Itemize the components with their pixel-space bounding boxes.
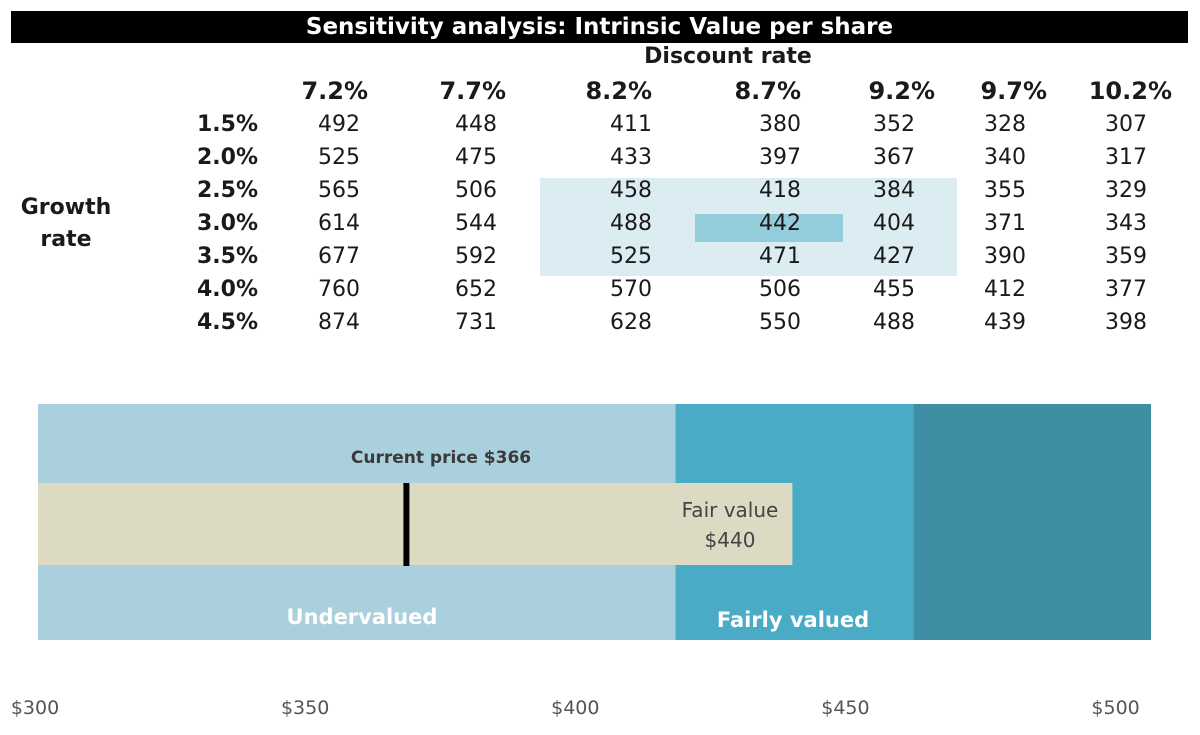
value-cell: 442 [759, 211, 801, 236]
discount-rate-header: 7.2% [301, 77, 368, 105]
value-cell: 427 [873, 244, 915, 269]
value-cell: 418 [759, 178, 801, 203]
value-cell: 731 [455, 310, 497, 335]
value-cell: 570 [610, 277, 652, 302]
growth-rate-header: 3.5% [196, 244, 258, 269]
value-cell: 565 [318, 178, 360, 203]
value-cell: 439 [984, 310, 1026, 335]
x-tick-label: $350 [281, 697, 329, 719]
value-cell: 433 [610, 145, 652, 170]
value-cell: 307 [1105, 112, 1147, 137]
value-cell: 371 [984, 211, 1026, 236]
growth-rate-label-line1: Growth [20, 195, 112, 220]
growth-rate-header: 1.5% [196, 112, 258, 137]
value-cell: 359 [1105, 244, 1147, 269]
value-cell: 404 [873, 211, 915, 236]
value-cell: 525 [318, 145, 360, 170]
fair-value-amount: $440 [705, 528, 756, 552]
value-cell: 384 [873, 178, 915, 203]
undervalued-label: Undervalued [287, 605, 438, 629]
value-cell: 550 [759, 310, 801, 335]
value-cell: 488 [610, 211, 652, 236]
discount-rate-header: 9.2% [868, 77, 935, 105]
value-cell: 412 [984, 277, 1026, 302]
value-cell: 652 [455, 277, 497, 302]
value-cell: 367 [873, 145, 915, 170]
value-cell: 455 [873, 277, 915, 302]
fair-value-bar [38, 483, 793, 565]
value-cell: 874 [318, 310, 360, 335]
value-cell: 340 [984, 145, 1026, 170]
value-cell: 390 [984, 244, 1026, 269]
highlight-base-case [695, 214, 843, 242]
current-price-marker [403, 483, 410, 566]
value-cell: 506 [759, 277, 801, 302]
x-tick-label: $400 [551, 697, 599, 719]
discount-rate-header: 10.2% [1088, 77, 1172, 105]
value-cell: 506 [455, 178, 497, 203]
x-tick-label: $300 [11, 697, 59, 719]
fair-value-label: Fair value [682, 498, 779, 522]
value-cell: 398 [1105, 310, 1147, 335]
value-cell: 544 [455, 211, 497, 236]
discount-rate-label: Discount rate [644, 44, 812, 69]
growth-rate-label: Growth rate [10, 192, 122, 256]
discount-rate-header: 8.7% [734, 77, 801, 105]
value-cell: 343 [1105, 211, 1147, 236]
chart-title: Sensitivity analysis: Intrinsic Value pe… [11, 11, 1188, 43]
value-cell: 328 [984, 112, 1026, 137]
current-price-label: Current price $366 [351, 448, 531, 468]
value-cell: 471 [759, 244, 801, 269]
value-cell: 492 [318, 112, 360, 137]
fairly-valued-label: Fairly valued [717, 608, 869, 632]
value-cell: 352 [873, 112, 915, 137]
value-cell: 317 [1105, 145, 1147, 170]
value-cell: 355 [984, 178, 1026, 203]
value-cell: 411 [610, 112, 652, 137]
discount-rate-header: 9.7% [980, 77, 1047, 105]
value-cell: 448 [455, 112, 497, 137]
value-cell: 377 [1105, 277, 1147, 302]
discount-rate-header: 8.2% [585, 77, 652, 105]
value-cell: 458 [610, 178, 652, 203]
value-cell: 525 [610, 244, 652, 269]
growth-rate-header: 2.5% [196, 178, 258, 203]
value-cell: 380 [759, 112, 801, 137]
growth-rate-header: 2.0% [196, 145, 258, 170]
value-cell: 628 [610, 310, 652, 335]
growth-rate-header: 4.0% [196, 277, 258, 302]
value-cell: 475 [455, 145, 497, 170]
growth-rate-label-line2: rate [40, 227, 92, 252]
zone-overvalued-bar [913, 404, 1151, 640]
value-cell: 677 [318, 244, 360, 269]
x-tick-label: $500 [1091, 697, 1139, 719]
value-cell: 592 [455, 244, 497, 269]
discount-rate-header: 7.7% [439, 77, 506, 105]
x-tick-label: $450 [821, 697, 869, 719]
value-cell: 329 [1105, 178, 1147, 203]
value-cell: 760 [318, 277, 360, 302]
value-cell: 397 [759, 145, 801, 170]
value-cell: 614 [318, 211, 360, 236]
growth-rate-header: 4.5% [196, 310, 258, 335]
growth-rate-header: 3.0% [196, 211, 258, 236]
value-cell: 488 [873, 310, 915, 335]
